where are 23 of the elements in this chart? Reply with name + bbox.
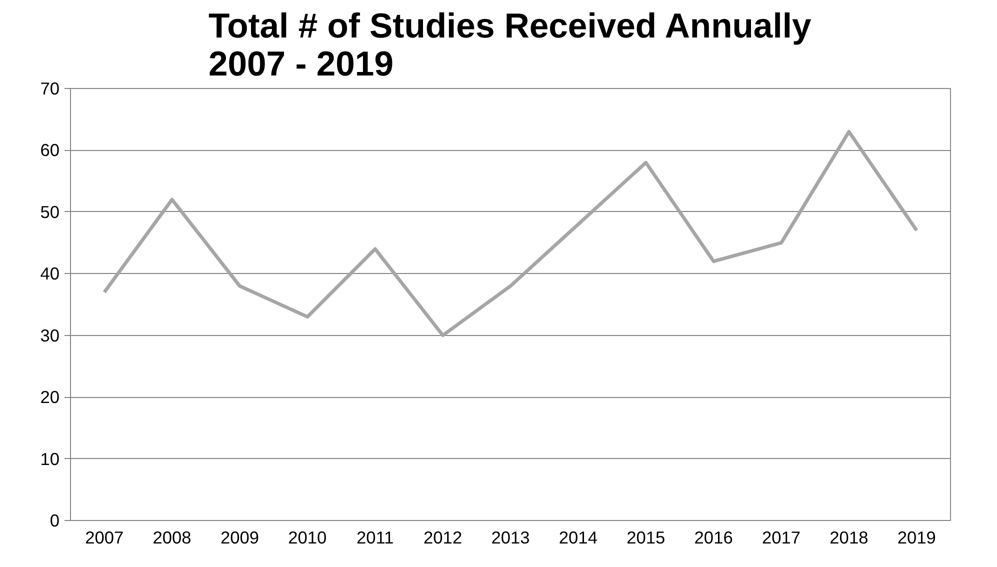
y-tick-label: 30 [40,325,60,346]
x-tick-label: 2016 [694,528,733,548]
y-tick-label: 40 [40,264,60,284]
x-tick-label: 2008 [152,528,192,548]
chart-title: Total # of Studies Received Annually 2007 - 2019 [208,8,812,84]
x-tick-label: 2019 [897,528,936,548]
x-tick-label: 2013 [491,528,530,548]
y-tick-label: 50 [40,202,60,222]
line-series [102,130,918,338]
y-tick-label: 10 [40,448,60,469]
x-tick-label: 2011 [356,528,394,548]
x-tick-label: 2014 [558,528,598,548]
y-tick-label: 70 [40,78,60,98]
x-tick-label: 2007 [85,528,124,548]
y-tick-label: 20 [40,387,60,408]
x-tick-label: 2017 [762,528,801,548]
x-tick-label: 2010 [288,528,327,548]
y-tick-label: 0 [50,510,60,530]
x-tick-label: 2009 [220,528,260,548]
x-tick-label: 2015 [626,528,666,548]
x-tick-label: 2012 [424,528,462,548]
x-tick-label: 2018 [830,528,868,548]
y-tick-label: 60 [40,140,60,160]
